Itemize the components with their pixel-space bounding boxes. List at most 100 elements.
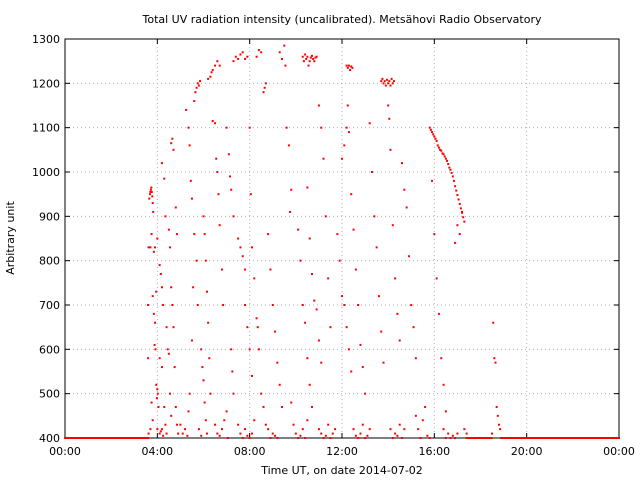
data-point <box>280 57 283 60</box>
data-point <box>454 241 457 244</box>
data-point <box>391 82 394 85</box>
data-point <box>148 193 151 196</box>
data-point <box>154 246 157 249</box>
data-point <box>278 51 281 54</box>
data-point <box>278 383 281 386</box>
data-point <box>499 428 502 431</box>
data-point <box>160 428 163 431</box>
data-point <box>440 149 443 152</box>
data-point <box>237 423 240 426</box>
data-point <box>269 437 272 439</box>
data-point <box>207 77 210 80</box>
data-point <box>274 434 277 437</box>
data-point <box>462 216 465 219</box>
data-point <box>232 60 235 63</box>
data-point <box>388 117 391 120</box>
data-point <box>346 104 349 107</box>
data-point <box>361 366 364 369</box>
data-point <box>320 432 323 435</box>
data-point <box>384 84 387 87</box>
data-point <box>190 197 193 200</box>
data-point <box>324 215 327 218</box>
data-point <box>456 224 459 227</box>
data-point <box>260 392 263 395</box>
data-point <box>151 202 154 205</box>
data-point <box>350 193 353 196</box>
data-point <box>241 51 244 54</box>
data-point <box>308 383 311 386</box>
data-point <box>263 86 266 89</box>
x-tick-label: 08:00 <box>234 445 266 458</box>
data-point <box>309 56 312 59</box>
data-point <box>451 434 454 437</box>
data-point <box>167 352 170 355</box>
data-point <box>307 64 310 67</box>
data-point <box>177 432 180 435</box>
data-point <box>246 55 249 58</box>
data-point <box>250 432 253 435</box>
data-point <box>174 206 177 209</box>
data-point <box>255 55 258 58</box>
data-point <box>419 437 422 439</box>
data-point <box>248 348 251 351</box>
data-point <box>329 326 332 329</box>
y-tick-label: 400 <box>39 432 60 445</box>
data-point <box>150 186 153 189</box>
data-point <box>156 388 159 391</box>
data-point <box>155 397 158 400</box>
data-point <box>449 437 452 439</box>
data-point <box>304 53 307 56</box>
data-point <box>465 432 468 435</box>
data-point <box>149 428 152 431</box>
data-point <box>301 304 304 306</box>
data-point <box>317 339 320 342</box>
data-point <box>220 428 223 431</box>
data-point <box>156 237 159 240</box>
data-point <box>359 432 362 435</box>
data-point <box>306 419 309 422</box>
data-point <box>194 91 197 94</box>
data-point <box>387 82 390 85</box>
data-point <box>250 374 253 377</box>
data-point <box>166 348 169 351</box>
data-point <box>244 57 247 60</box>
data-point <box>175 233 178 236</box>
data-point <box>289 210 292 213</box>
data-point <box>239 432 242 435</box>
data-point <box>396 434 399 437</box>
data-point <box>257 49 260 52</box>
data-point <box>447 163 450 166</box>
data-point <box>150 190 153 193</box>
data-point <box>188 392 191 395</box>
data-point <box>301 428 304 431</box>
data-point <box>407 255 410 258</box>
data-point <box>454 437 457 439</box>
data-point <box>347 131 350 134</box>
data-point <box>357 437 360 439</box>
data-point <box>276 437 279 439</box>
data-point <box>306 357 309 360</box>
data-point <box>433 233 436 236</box>
data-point <box>165 432 168 435</box>
data-point <box>158 432 161 435</box>
data-point <box>322 157 325 160</box>
data-point <box>412 326 415 329</box>
data-point <box>435 277 438 280</box>
data-point <box>352 228 355 231</box>
data-point <box>218 224 221 227</box>
data-point <box>179 423 182 426</box>
data-point <box>237 237 240 240</box>
data-point <box>444 437 447 439</box>
data-point <box>386 78 389 81</box>
data-point <box>155 383 158 386</box>
data-point <box>304 437 307 439</box>
data-point <box>331 432 334 435</box>
data-point <box>241 437 244 439</box>
data-point <box>454 185 457 188</box>
data-point <box>267 428 270 431</box>
data-point <box>343 304 346 306</box>
data-point <box>217 193 220 196</box>
data-point <box>310 405 313 408</box>
y-tick-label: 1000 <box>32 166 60 179</box>
data-point <box>428 126 431 129</box>
